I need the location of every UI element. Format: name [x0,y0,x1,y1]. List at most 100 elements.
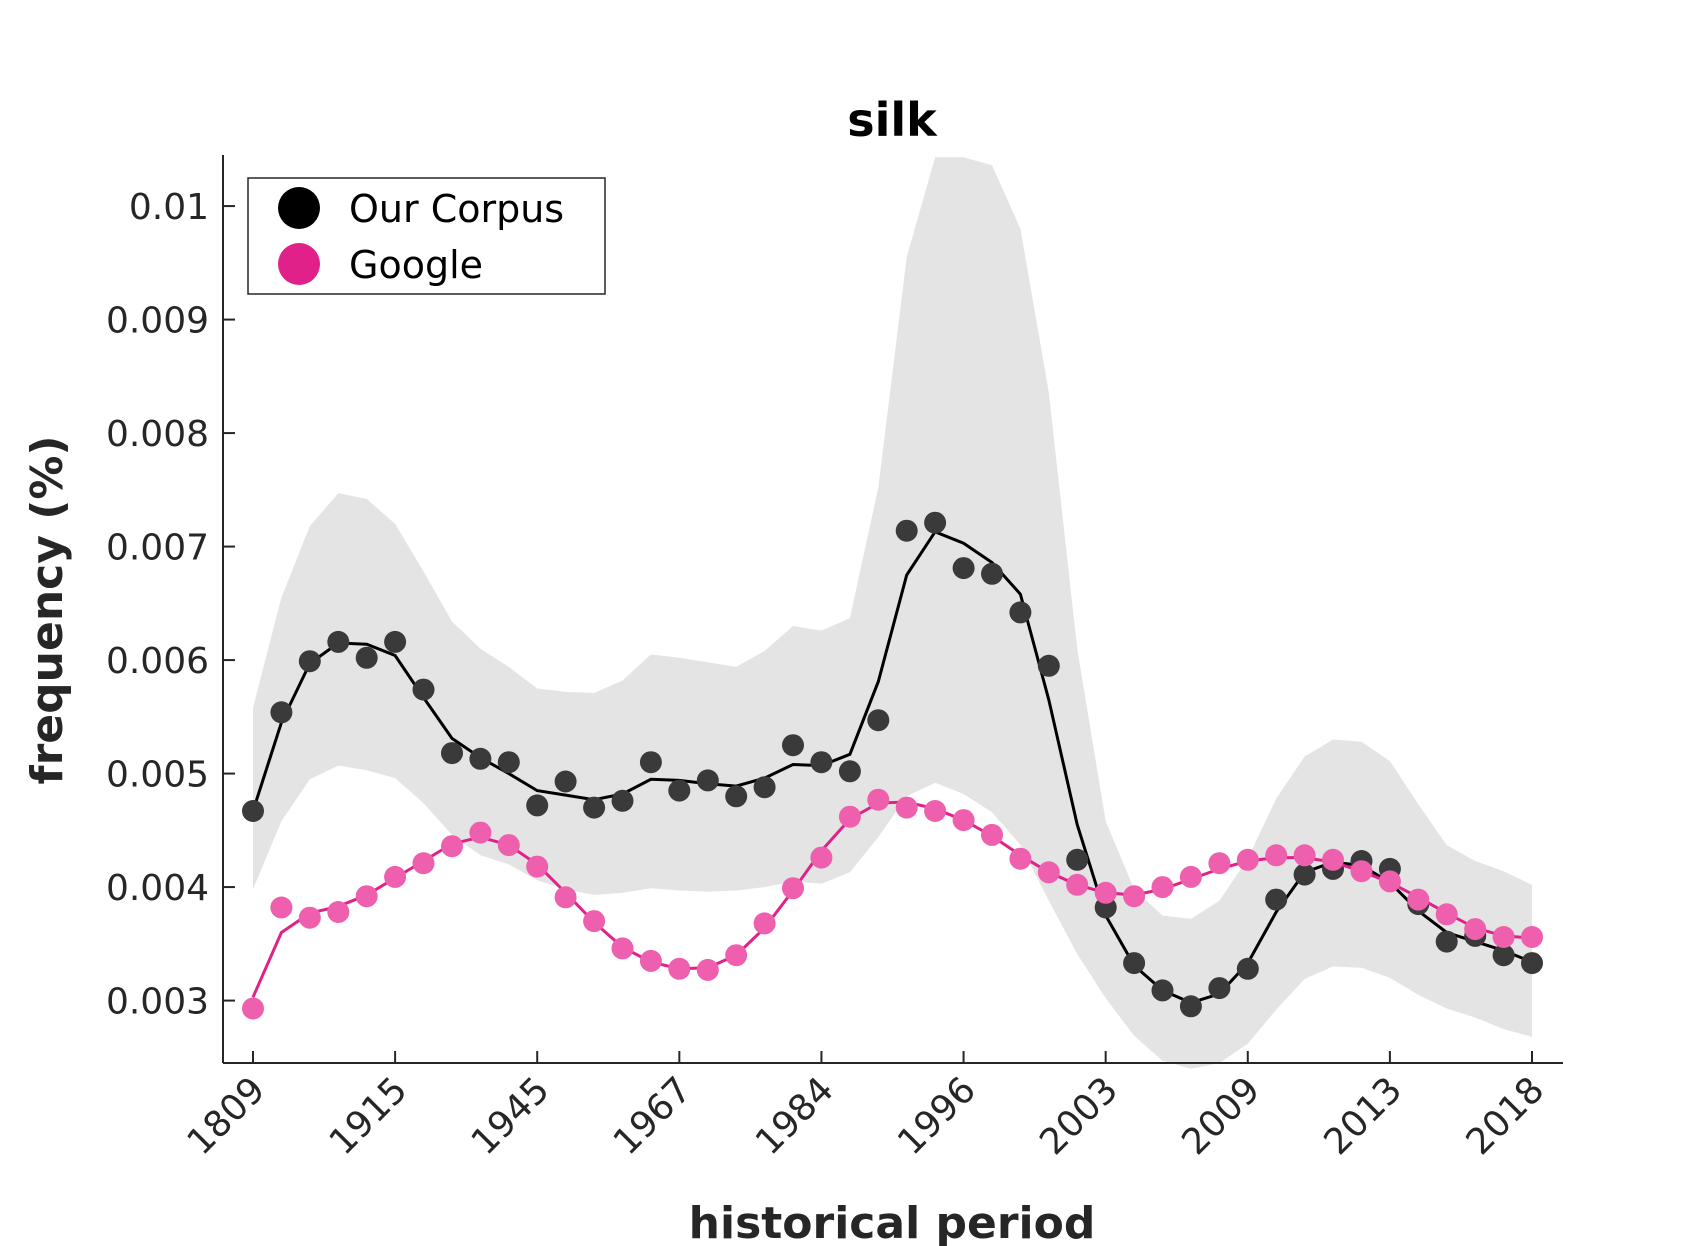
google-point [1407,888,1430,911]
google-point [242,997,264,1020]
our-corpus-point [838,760,861,783]
google-point [1236,848,1259,871]
google-point [298,906,321,929]
our-corpus-point [696,769,719,792]
our-corpus-point [412,678,435,701]
our-corpus-point [867,709,890,732]
y-tick-label: 0.006 [106,641,209,682]
google-point [838,805,861,828]
our-corpus-points [242,511,1543,1018]
y-tick-label: 0.004 [106,868,209,909]
google-points [242,788,1543,1020]
our-corpus-point [469,747,492,770]
our-corpus-point [725,785,748,808]
our-corpus-point [1179,995,1202,1018]
google-point [725,944,748,967]
google-point [384,865,407,888]
legend-marker-google [278,243,320,285]
legend-label-google: Google [349,243,483,287]
google-point [668,957,691,980]
google-point [1350,860,1373,883]
google-point [270,896,293,919]
our-corpus-point [1009,601,1032,624]
our-corpus-point [1037,654,1060,677]
our-corpus-point [1435,930,1458,953]
google-point [867,788,890,811]
our-corpus-point [355,646,378,669]
google-point [1322,848,1344,871]
our-corpus-point [1492,944,1515,967]
our-corpus-point [1236,957,1259,980]
our-corpus-point [753,776,776,799]
our-corpus-smoothed-line [251,529,1533,1005]
y-ticks: 0.003 0.004 0.005 0.006 0.007 0.008 0.009 0.01 [106,187,235,1023]
plot-area [242,157,1543,1069]
google-point [696,958,719,981]
chart-title: silk [847,93,938,147]
google-point [1009,847,1032,870]
google-point [412,852,435,875]
our-corpus-point [981,562,1003,585]
google-point [753,912,776,935]
y-tick-label: 0.003 [106,982,209,1023]
our-corpus-point [526,794,549,817]
google-point [981,823,1003,846]
google-point [1151,876,1174,899]
google-point [782,877,804,900]
our-corpus-point [1265,888,1288,911]
our-corpus-point [924,511,947,534]
y-tick-label: 0.005 [106,755,209,796]
our-corpus-point [270,701,293,724]
google-point [441,835,463,858]
x-axis-label: historical period [689,1198,1096,1246]
our-corpus-point [1066,848,1089,871]
our-corpus-point [668,779,691,802]
our-corpus-confidence-band [253,157,1532,1069]
our-corpus-point [384,630,407,653]
y-tick-label: 0.01 [129,187,209,228]
google-point [469,821,492,844]
google-point [1464,918,1487,941]
google-point [1492,926,1515,948]
google-point [1435,903,1458,926]
google-point [924,800,947,822]
our-corpus-point [441,742,463,765]
our-corpus-point [1208,977,1231,1000]
y-tick-label: 0.007 [106,528,209,569]
y-tick-label: 0.009 [106,301,209,342]
google-point [497,834,520,857]
our-corpus-point [583,796,606,819]
google-point [1037,861,1060,884]
legend-marker-our-corpus [278,187,320,229]
google-point [895,796,918,819]
google-point [1066,873,1089,896]
google-point [1265,844,1288,867]
google-point [611,937,634,960]
google-point [526,855,549,878]
our-corpus-point [1521,952,1543,975]
our-corpus-point [895,519,918,542]
our-corpus-point [952,557,975,580]
legend: Our Corpus Google [247,177,606,295]
our-corpus-point [554,770,577,793]
our-corpus-point [1151,979,1174,1002]
google-point [1293,844,1316,867]
google-point [1179,865,1202,888]
google-point [355,885,378,908]
google-point [810,846,833,869]
google-point [1094,881,1117,904]
y-axis-label: frequency (%) [22,435,73,784]
our-corpus-point [639,751,662,774]
google-point [1123,885,1146,908]
our-corpus-point [327,630,350,653]
our-corpus-point [242,800,264,822]
google-point [583,910,606,933]
google-point [327,901,350,923]
our-corpus-point [298,650,321,673]
google-point [1378,870,1401,893]
google-point [554,886,577,909]
google-point [1521,926,1543,948]
our-corpus-point [782,734,804,757]
google-point [639,949,662,972]
